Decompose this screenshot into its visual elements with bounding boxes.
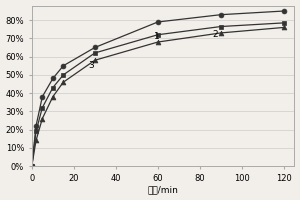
X-axis label: 时间/min: 时间/min: [148, 185, 178, 194]
Text: 2: 2: [212, 30, 218, 39]
Text: 1: 1: [154, 32, 159, 41]
Text: 3: 3: [88, 61, 94, 70]
